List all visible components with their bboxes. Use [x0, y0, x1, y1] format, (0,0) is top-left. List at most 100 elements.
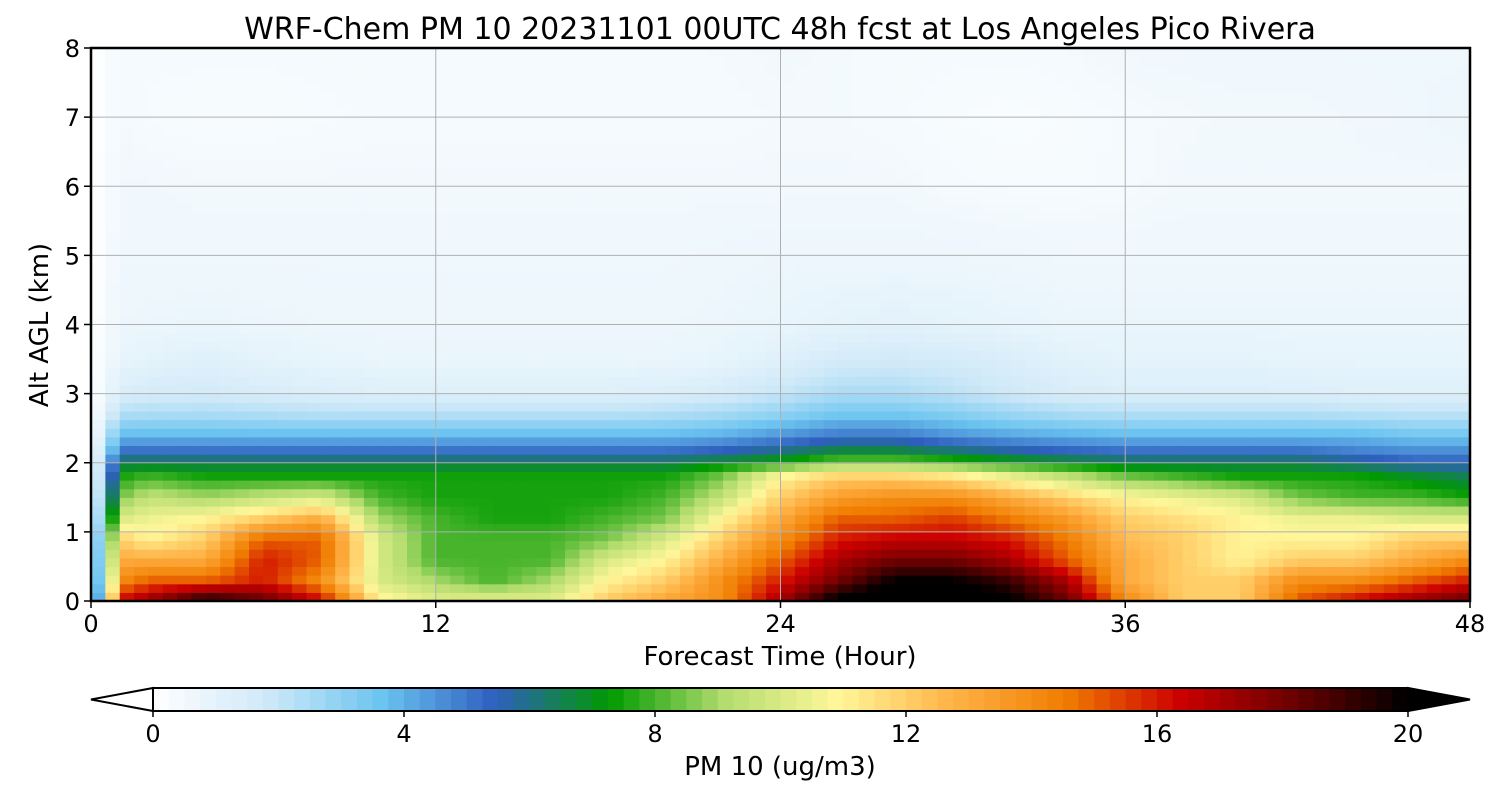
heatmap-cell	[737, 436, 753, 447]
heatmap-cell	[320, 592, 336, 601]
heatmap-cell	[565, 238, 580, 248]
heatmap-cell	[507, 428, 523, 438]
heatmap-cell	[952, 514, 968, 524]
heatmap-cell	[407, 151, 422, 161]
heatmap-cell	[105, 359, 121, 369]
heatmap-cell	[162, 436, 178, 447]
heatmap-cell	[981, 264, 997, 274]
heatmap-cell	[895, 264, 911, 274]
heatmap-cell	[536, 488, 552, 498]
heatmap-cell	[105, 583, 121, 593]
heatmap-cell	[1010, 168, 1026, 179]
heatmap-cell	[981, 471, 997, 481]
heatmap-cell	[1096, 298, 1112, 308]
heatmap-cell	[435, 341, 451, 352]
heatmap-cell	[363, 238, 379, 248]
heatmap-cell	[1398, 359, 1414, 369]
heatmap-cell	[1283, 298, 1299, 308]
heatmap-cell	[378, 229, 394, 239]
heatmap-cell	[1355, 186, 1371, 196]
heatmap-cell	[579, 575, 595, 585]
heatmap-cell	[249, 350, 264, 360]
heatmap-cell	[636, 592, 652, 601]
heatmap-cell	[938, 229, 954, 239]
heatmap-cell	[1053, 497, 1069, 507]
heatmap-cell	[464, 212, 480, 222]
heatmap-cell	[1197, 264, 1213, 274]
heatmap-cell	[119, 151, 135, 161]
heatmap-cell	[593, 264, 609, 274]
heatmap-cell	[737, 505, 753, 516]
heatmap-cell	[1182, 523, 1198, 533]
heatmap-cell	[177, 592, 193, 601]
heatmap-cell	[249, 359, 264, 369]
heatmap-cell	[378, 566, 394, 576]
heatmap-cell	[1254, 298, 1270, 308]
heatmap-cell	[191, 367, 207, 377]
heatmap-cell	[1125, 333, 1141, 343]
heatmap-cell	[636, 557, 652, 568]
heatmap-cell	[622, 575, 638, 585]
heatmap-cell	[105, 229, 121, 239]
heatmap-cell	[593, 281, 609, 291]
heatmap-cell	[809, 177, 825, 187]
heatmap-cell	[450, 324, 466, 334]
heatmap-cell	[234, 281, 250, 291]
heatmap-cell	[1110, 298, 1126, 308]
heatmap-cell	[277, 531, 293, 542]
heatmap-cell	[679, 281, 695, 291]
heatmap-cell	[1268, 281, 1284, 291]
heatmap-cell	[694, 168, 710, 179]
heatmap-cell	[1096, 592, 1112, 601]
heatmap-cell	[608, 229, 624, 239]
heatmap-cell	[737, 359, 753, 369]
heatmap-cell	[723, 462, 738, 472]
heatmap-cell	[780, 436, 796, 447]
heatmap-cell	[249, 384, 264, 395]
heatmap-cell	[708, 575, 724, 585]
heatmap-cell	[1225, 238, 1241, 248]
heatmap-cell	[1096, 272, 1112, 282]
heatmap-cell	[837, 160, 853, 170]
heatmap-cell	[723, 410, 738, 421]
heatmap-cell	[1067, 350, 1083, 360]
heatmap-cell	[1340, 151, 1356, 161]
heatmap-cell	[1398, 402, 1414, 412]
heatmap-cell	[1398, 376, 1414, 386]
heatmap-cell	[536, 523, 552, 533]
heatmap-cell	[708, 177, 724, 187]
heatmap-cell	[565, 272, 580, 282]
heatmap-cell	[536, 462, 552, 472]
heatmap-cell	[249, 168, 264, 179]
heatmap-cell	[550, 229, 566, 239]
heatmap-cell	[1383, 376, 1399, 386]
heatmap-cell	[565, 514, 580, 524]
heatmap-cell	[550, 333, 566, 343]
heatmap-cell	[1426, 557, 1442, 568]
heatmap-cell	[1139, 514, 1155, 524]
heatmap-cell	[177, 454, 193, 464]
heatmap-cell	[1039, 212, 1055, 222]
heatmap-cell	[205, 229, 221, 239]
heatmap-cell	[1153, 151, 1169, 161]
heatmap-cell	[579, 428, 595, 438]
heatmap-cell	[1053, 168, 1069, 179]
heatmap-cell	[105, 272, 121, 282]
heatmap-cell	[1455, 212, 1470, 222]
heatmap-cell	[737, 264, 753, 274]
heatmap-cell	[1326, 281, 1342, 291]
heatmap-cell	[1398, 540, 1414, 550]
heatmap-cell	[751, 505, 767, 516]
heatmap-cell	[1211, 350, 1227, 360]
heatmap-cell	[134, 549, 150, 559]
heatmap-cell	[134, 531, 150, 542]
heatmap-cell	[349, 436, 365, 447]
heatmap-cell	[995, 497, 1011, 507]
heatmap-cell	[866, 436, 882, 447]
heatmap-cell	[507, 341, 523, 352]
heatmap-cell	[737, 488, 753, 498]
heatmap-cell	[1426, 367, 1442, 377]
heatmap-cell	[292, 410, 308, 421]
heatmap-cell	[1153, 177, 1169, 187]
heatmap-cell	[1311, 212, 1327, 222]
